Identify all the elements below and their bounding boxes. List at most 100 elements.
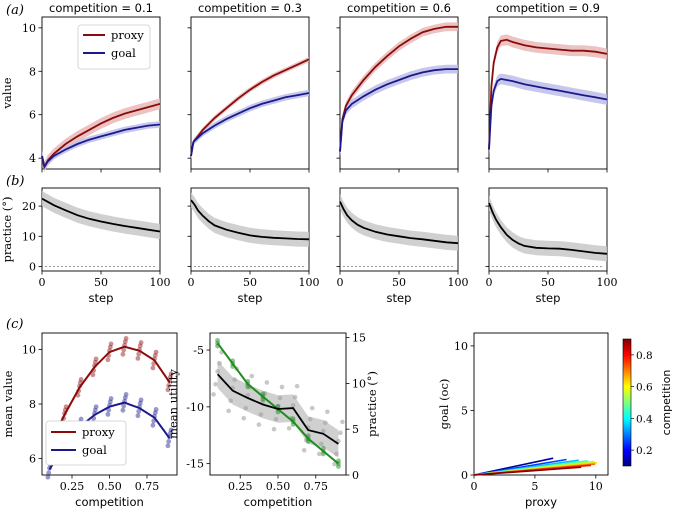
- point-practice: [232, 377, 237, 383]
- x-tick-label: 0.75: [135, 480, 160, 493]
- row-label-b: (b): [6, 174, 24, 189]
- row-label-c: (c): [6, 317, 23, 332]
- panel-a2: competition = 0.3: [187, 1, 310, 173]
- series-goal: [190, 92, 310, 157]
- point-goal: [93, 404, 99, 410]
- point-proxy: [166, 383, 172, 388]
- panel-c2: 0.25 0.50 0.75 -15 -10 -5 competition mean util…: [166, 332, 379, 509]
- point-practice: [340, 419, 345, 425]
- x-tick-label: 50: [392, 276, 406, 289]
- point-practice: [307, 416, 313, 422]
- point-goal: [165, 443, 171, 449]
- x-tick-label: 10: [589, 480, 603, 493]
- x-tick-label: 0.50: [97, 480, 122, 493]
- point-proxy: [78, 377, 84, 382]
- point-goal: [168, 427, 174, 433]
- x-tick-label: 0.75: [304, 480, 329, 493]
- point-goal: [46, 470, 52, 476]
- y-tick-label: -10: [186, 401, 204, 414]
- point-goal: [152, 410, 158, 416]
- colorbar-label: competition: [660, 370, 673, 436]
- panel-a1: 4 6 8 10 competition = 0.1 value proxy goal: [0, 1, 161, 173]
- y-tick-label: 6: [29, 109, 36, 122]
- point-goal: [105, 411, 111, 417]
- point-proxy: [138, 340, 144, 345]
- y-axis-label: mean value: [1, 370, 15, 437]
- point-goal: [138, 397, 144, 403]
- band-goal: [489, 73, 607, 155]
- panel-a3: competition = 0.6: [336, 1, 459, 173]
- series-goal: [339, 68, 458, 152]
- point-practice: [292, 394, 298, 400]
- point-practice: [213, 382, 218, 387]
- point-practice: [258, 412, 264, 417]
- point-practice: [217, 360, 222, 366]
- point-goal: [166, 439, 172, 444]
- band-proxy: [42, 98, 160, 173]
- y-right-tick-label: 15: [352, 332, 366, 345]
- series-practice: [216, 373, 339, 445]
- panel-title: competition = 0.3: [198, 1, 302, 15]
- series-competition-0.9: [473, 466, 582, 476]
- point-proxy: [137, 343, 143, 349]
- band-practice: [489, 195, 607, 262]
- panel-b3: 0 50 100 step: [336, 187, 469, 305]
- point-practice: [249, 373, 255, 379]
- y-tick-label: 4: [29, 152, 36, 165]
- x-axis-label: step: [536, 291, 561, 305]
- band-proxy: [489, 34, 607, 155]
- point-goal: [92, 407, 98, 413]
- point-proxy: [92, 359, 98, 365]
- point-proxy: [122, 339, 128, 345]
- point-proxy: [93, 356, 99, 362]
- y-tick-label: -15: [186, 458, 204, 471]
- point-practice: [290, 403, 296, 408]
- y-tick-label: 8: [29, 65, 36, 78]
- y-tick-label: -5: [193, 344, 204, 357]
- point-proxy: [150, 365, 156, 371]
- point-practice: [294, 383, 300, 389]
- panel-b2: 0 50 100 step: [187, 187, 320, 305]
- point-goal: [120, 407, 126, 413]
- colorbar-tick-label: 0.4: [636, 413, 653, 425]
- point-proxy: [167, 374, 173, 380]
- point-mean-utility: [215, 337, 220, 343]
- series-goal: [488, 77, 608, 150]
- panel-c3: 0 5 10 0 5 10 proxy goal (oc) 0.2 0.4 0.6 0.8 compet…: [437, 332, 673, 509]
- series-practice: [41, 197, 161, 233]
- legend: proxy goal: [77, 24, 151, 70]
- point-practice: [332, 461, 337, 467]
- band-goal: [191, 89, 309, 160]
- band-practice: [42, 191, 160, 239]
- point-practice: [321, 428, 326, 434]
- point-proxy: [136, 351, 142, 357]
- axes-frame: [339, 16, 459, 170]
- point-goal: [108, 396, 114, 401]
- legend: proxy goal: [45, 420, 127, 466]
- row-label-a: (a): [6, 3, 24, 18]
- point-goal: [121, 403, 127, 409]
- point-goal: [167, 430, 173, 436]
- point-practice: [338, 430, 343, 436]
- y-axis-label: mean utility: [166, 369, 180, 439]
- point-proxy: [105, 357, 111, 363]
- y-tick-label: 8: [29, 398, 36, 411]
- x-tick-label: 50: [94, 276, 108, 289]
- x-tick-label: 0.25: [228, 480, 253, 493]
- point-proxy: [120, 351, 126, 357]
- point-practice: [243, 405, 249, 411]
- series-practice: [190, 199, 310, 241]
- point-goal: [45, 474, 51, 480]
- series-proxy: [488, 38, 608, 150]
- point-practice: [264, 380, 270, 385]
- y-tick-label: 10: [22, 22, 36, 35]
- point-practice: [226, 408, 231, 414]
- point-practice: [325, 409, 330, 415]
- x-tick-label: 100: [150, 276, 171, 289]
- point-practice: [273, 416, 279, 422]
- point-proxy: [123, 336, 129, 341]
- x-tick-label: 100: [448, 276, 469, 289]
- colorbar: [622, 338, 632, 467]
- x-tick-label: 0: [337, 276, 344, 289]
